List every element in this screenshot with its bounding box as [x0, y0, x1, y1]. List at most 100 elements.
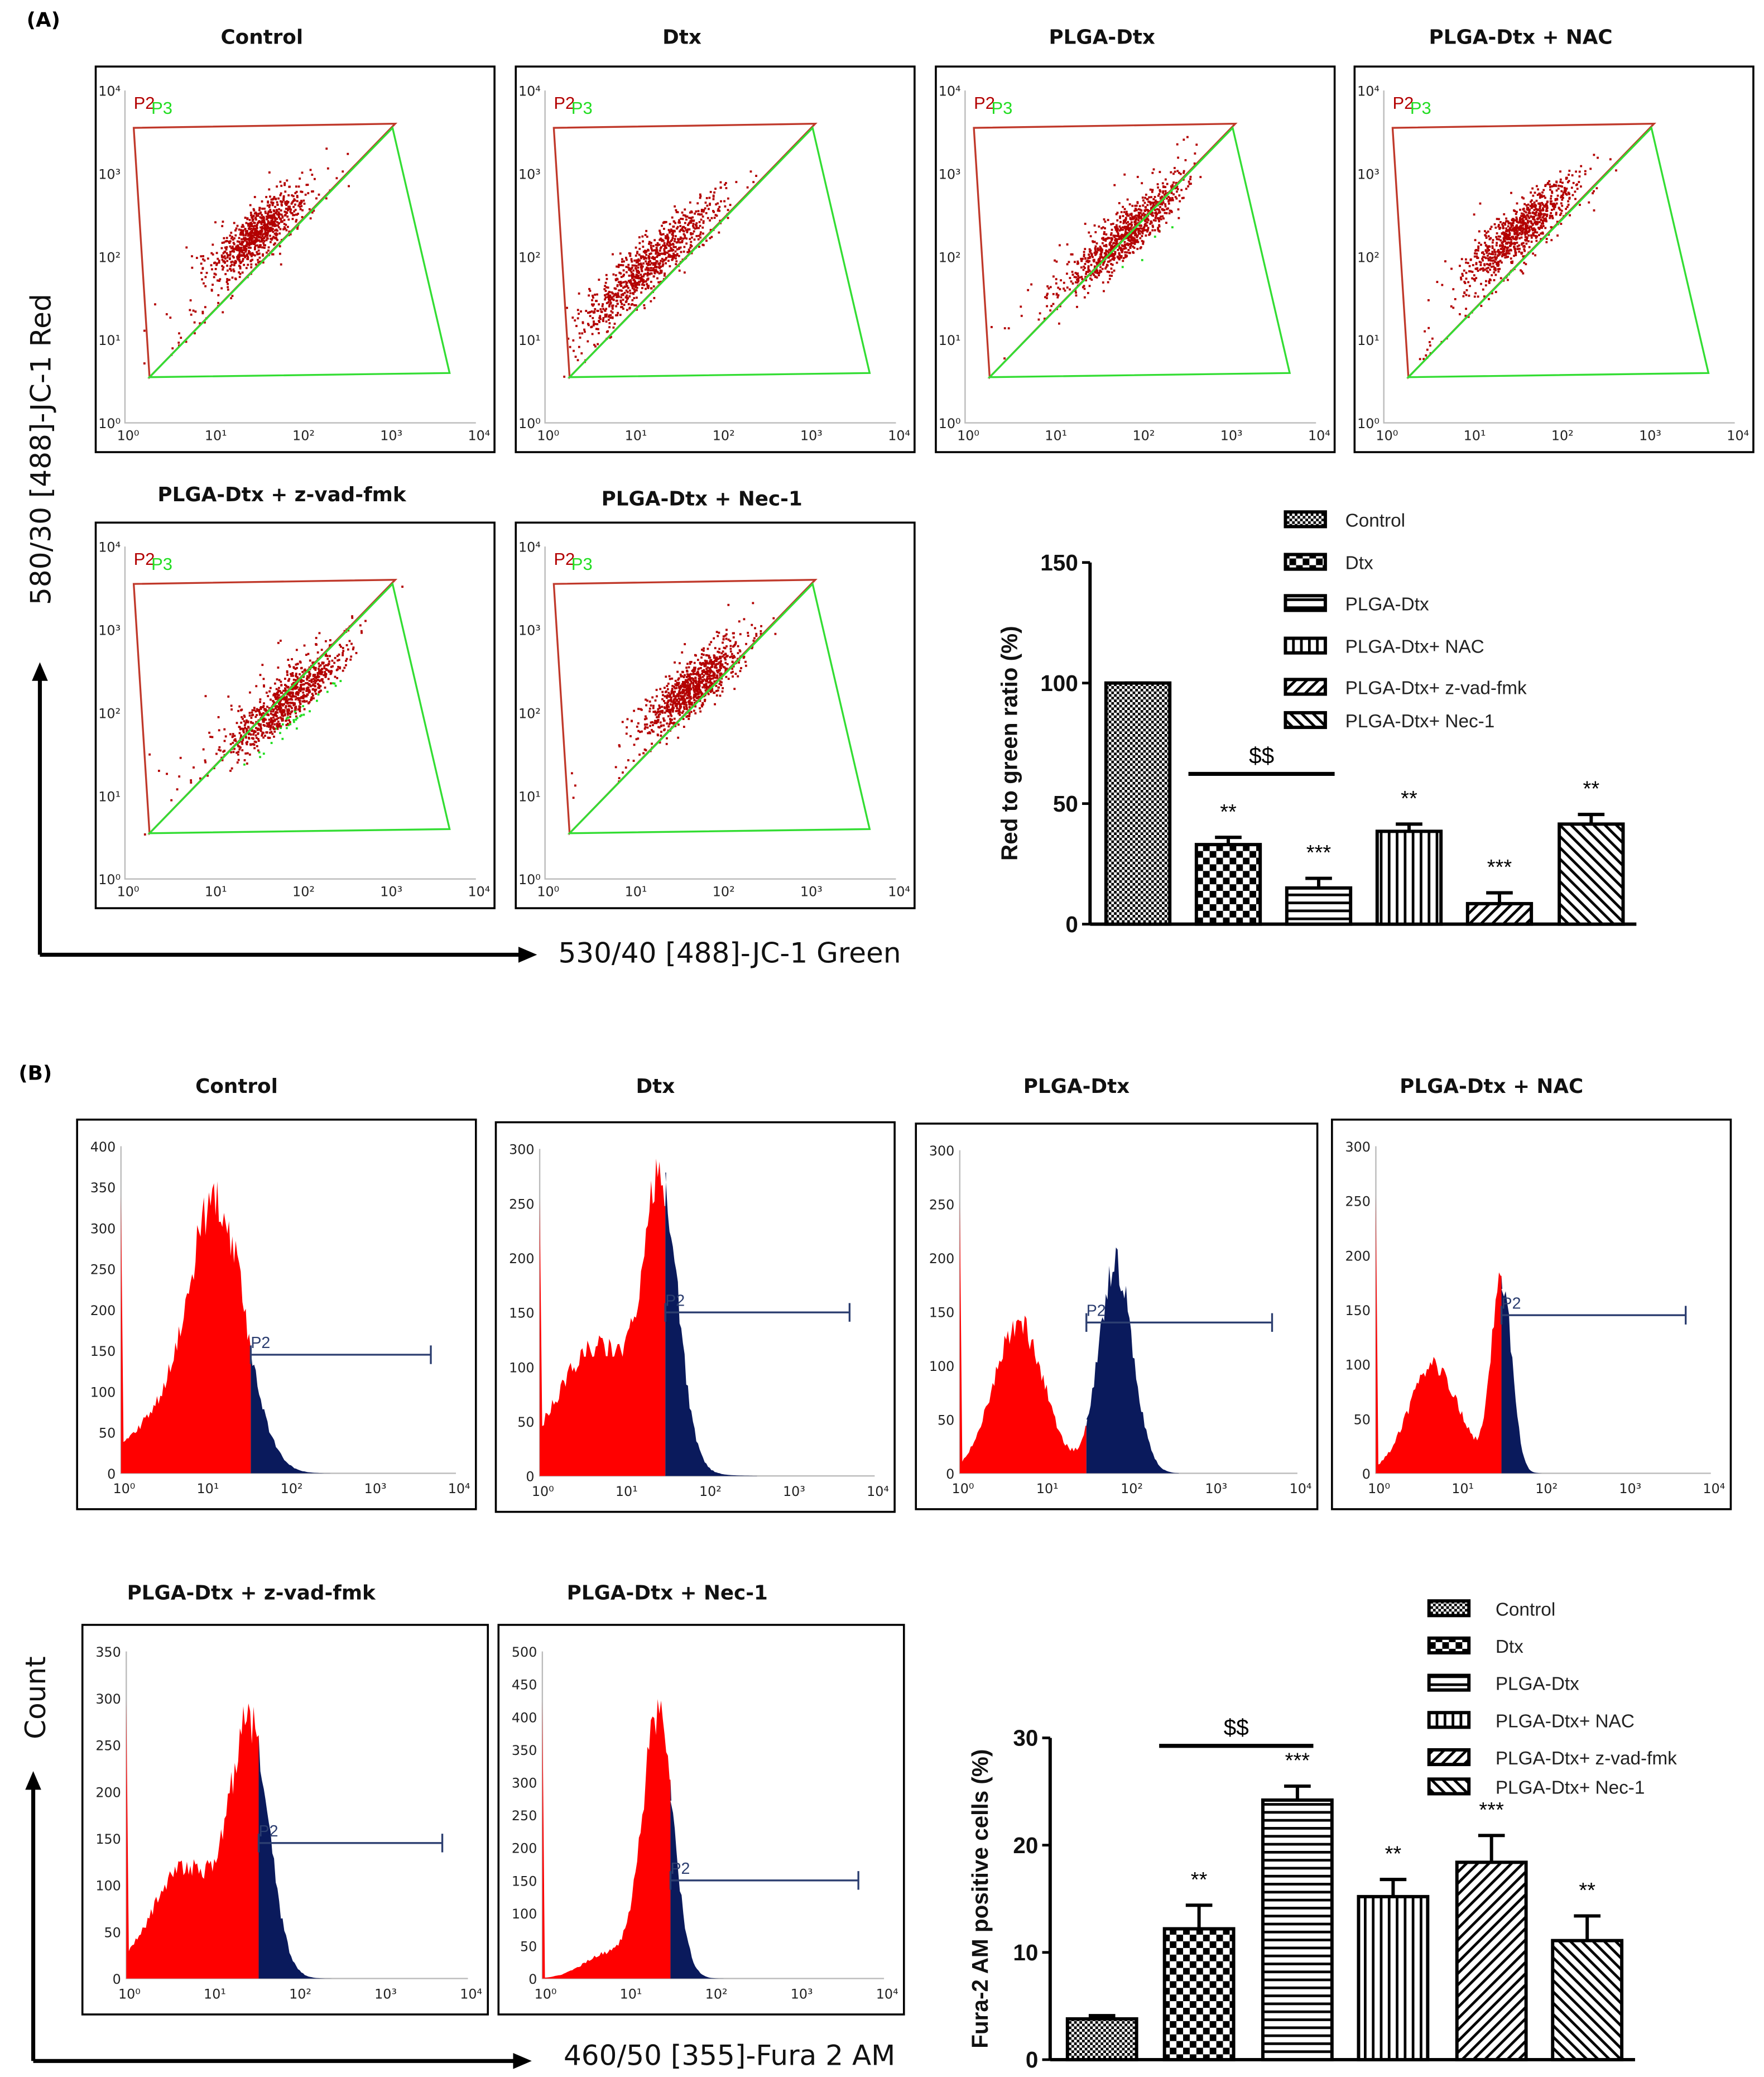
y-tick-label: 100	[90, 1384, 116, 1400]
significance-label: ***	[1306, 841, 1332, 865]
gate-label-p2: P2	[670, 1860, 690, 1878]
legend-label: PLGA-Dtx+ NAC	[1345, 637, 1484, 658]
gate-label-p2: P2	[251, 1334, 270, 1352]
y-tick-label: 300	[1345, 1139, 1370, 1155]
x-tick-label: 10⁰	[535, 1986, 557, 2002]
y-tick-label: 10⁰	[1357, 416, 1380, 431]
legend-label: PLGA-Dtx+ NAC	[1496, 1711, 1635, 1731]
gate-p2-marker[interactable]	[1500, 1306, 1687, 1325]
gate-label-p3: P3	[1410, 98, 1431, 118]
plot-axes	[544, 90, 896, 424]
x-tick-label: 10⁴	[1727, 428, 1749, 444]
x-tick-label: 10⁰	[118, 1986, 141, 2002]
gate-label-p3: P3	[151, 98, 172, 118]
y-tick-label: 200	[512, 1841, 537, 1857]
x-tick-label: 10¹	[620, 1986, 642, 2002]
histogram-positive-area	[670, 1779, 765, 1979]
bar-control	[1104, 681, 1172, 926]
y-tick-label: 150	[509, 1306, 534, 1321]
y-tick-label: 100	[95, 1878, 121, 1894]
bar-plga-dtx-nec-1	[1558, 822, 1625, 926]
x-tick-label: 10²	[1133, 428, 1155, 444]
gate-p2-marker[interactable]	[1085, 1313, 1273, 1332]
histogram-negative-area	[542, 1699, 671, 1979]
y-tick-label: 10⁰	[98, 416, 121, 431]
significance-label: ***	[1285, 1749, 1310, 1773]
gate-p2-marker[interactable]	[257, 1834, 444, 1853]
y-tick-label: 100	[929, 1359, 954, 1374]
histogram-positive-area	[251, 1350, 339, 1474]
gate-p2-marker[interactable]	[664, 1303, 851, 1322]
histogram-plot: Dtx 10⁰ 10¹ 10² 10³ 10⁴ 0 50 100 150 200 250 300 P2	[494, 1075, 896, 1513]
x-tick-label: 10²	[292, 884, 315, 900]
y-tick-label: 10¹	[518, 333, 541, 348]
gate-p2-marker[interactable]	[669, 1871, 859, 1890]
plot-title: PLGA-Dtx + NAC	[1400, 1075, 1583, 1098]
legend-label: PLGA-Dtx+ z-vad-fmk	[1496, 1748, 1677, 1769]
legend-swatch	[1427, 1636, 1471, 1654]
panel-b-x-axis-label: 460/50 [355]-Fura 2 AM	[564, 2039, 895, 2071]
y-tick-label: 150	[90, 1344, 116, 1359]
bar-plga-dtx	[1261, 1798, 1334, 2061]
gate-label-p2: P2	[134, 549, 155, 569]
y-tick-label: 0	[946, 1466, 954, 1482]
y-tick-label: 10¹	[98, 789, 121, 804]
y-tick-label: 10⁴	[518, 540, 541, 555]
y-tick-label: 10³	[518, 623, 541, 639]
plot-title: PLGA-Dtx	[1049, 26, 1155, 49]
panel-b-axis-arrows	[25, 1771, 532, 2069]
legend-swatch	[1284, 553, 1327, 571]
y-tick-label: 100	[1040, 670, 1078, 696]
y-tick-label: 10²	[1357, 250, 1380, 265]
x-tick-label: 10⁴	[468, 884, 490, 900]
x-tick-label: 10¹	[205, 884, 227, 900]
x-tick-label: 10³	[800, 884, 823, 900]
gate-p3[interactable]	[147, 582, 451, 834]
event-dots	[143, 147, 350, 364]
x-tick-label: 10²	[1535, 1481, 1558, 1496]
x-tick-label: 10¹	[205, 428, 227, 444]
y-tick-label: 50	[99, 1426, 116, 1441]
gate-label-p3: P3	[571, 554, 593, 574]
gate-p3[interactable]	[567, 126, 871, 378]
x-tick-label: 10²	[1121, 1481, 1143, 1496]
y-tick-label: 200	[95, 1785, 121, 1800]
significance-label: **	[1583, 778, 1599, 801]
x-tick-label: 10³	[380, 884, 402, 900]
significance-label: **	[1579, 1879, 1595, 1902]
gate-label-p3: P3	[571, 98, 593, 118]
plot-title: PLGA-Dtx + Nec-1	[602, 487, 802, 510]
gate-p2-marker[interactable]	[249, 1345, 432, 1364]
x-tick-label: 10¹	[1036, 1481, 1059, 1496]
y-tick-label: 50	[520, 1939, 537, 1955]
plot-axes	[544, 546, 896, 880]
y-tick-label: 400	[512, 1710, 537, 1725]
legend-label: PLGA-Dtx	[1345, 594, 1429, 615]
y-tick-label: 50	[1354, 1412, 1371, 1427]
y-tick-label: 250	[95, 1738, 121, 1754]
significance-label: **	[1191, 1868, 1208, 1892]
gate-p3[interactable]	[987, 126, 1291, 378]
gate-p3[interactable]	[1406, 126, 1710, 378]
plot-title: Dtx	[662, 26, 701, 49]
plot-axes	[124, 90, 476, 424]
x-tick-label: 10⁴	[448, 1481, 470, 1496]
y-tick-label: 10³	[98, 623, 121, 639]
x-tick-label: 10²	[699, 1484, 722, 1499]
gate-p3[interactable]	[147, 126, 451, 378]
x-tick-label: 10⁰	[537, 428, 559, 444]
gate-label-p3: P3	[992, 98, 1013, 118]
legend-swatch	[1427, 1599, 1471, 1618]
gate-label-p2: P2	[974, 93, 995, 113]
x-tick-label: 10³	[1639, 428, 1661, 444]
histogram-plot: PLGA-Dtx + Nec-1 10⁰ 10¹ 10² 10³ 10⁴ 0 50 100 150…	[497, 1582, 905, 2016]
x-tick-label: 10¹	[1451, 1481, 1474, 1496]
gate-p3[interactable]	[567, 582, 871, 834]
y-tick-label: 300	[509, 1142, 534, 1158]
x-tick-label: 10²	[281, 1481, 303, 1496]
x-tick-label: 10¹	[204, 1986, 226, 2002]
x-tick-label: 10⁰	[952, 1481, 974, 1496]
plot-title: PLGA-Dtx + z-vad-fmk	[157, 483, 406, 506]
y-tick-label: 450	[512, 1677, 537, 1693]
x-tick-label: 10¹	[625, 884, 647, 900]
